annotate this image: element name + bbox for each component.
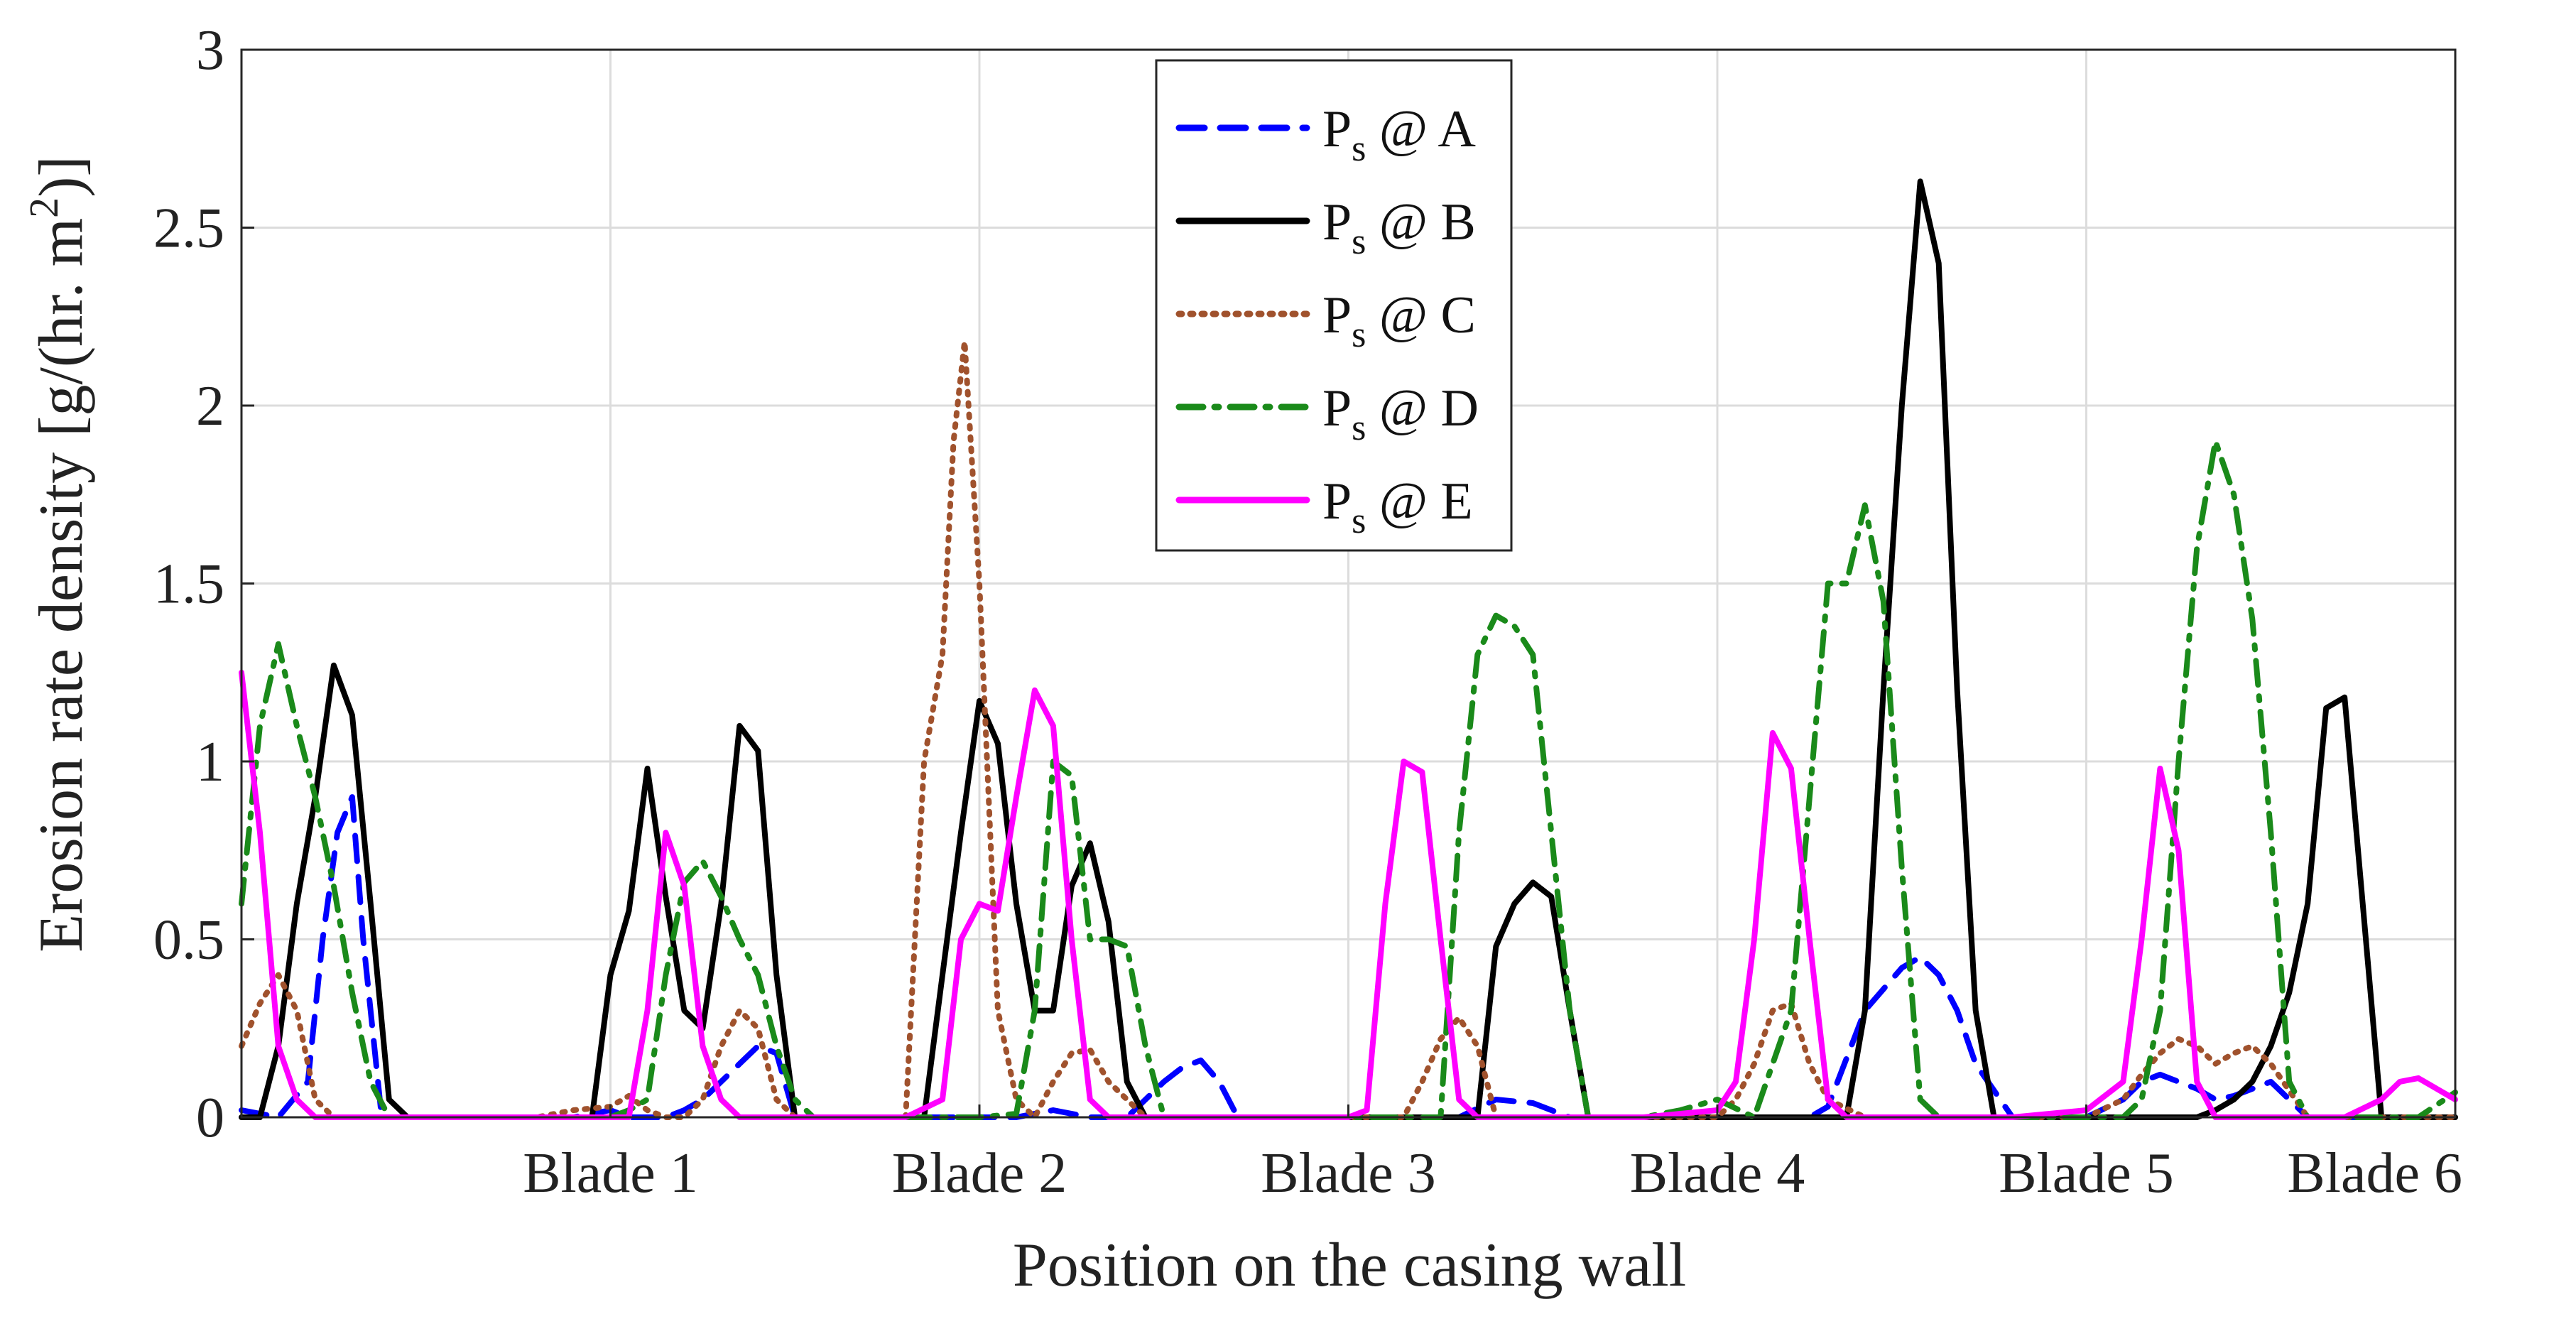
y-axis-label-end: )] [27,156,96,197]
legend-entry-label: Ps @ E [1322,472,1473,541]
x-tick-label: Blade 5 [1999,1142,2174,1205]
y-tick-label: 2 [196,375,224,438]
legend-entry-label: Ps @ C [1322,286,1476,355]
y-tick-label: 0.5 [153,909,224,972]
y-tick-label: 0 [196,1087,224,1149]
legend-entry-label: Ps @ A [1322,100,1476,169]
y-tick-label: 3 [196,19,224,82]
y-axis-label-superscript: 2 [21,197,67,218]
y-axis-label-main: Erosion rate density [g/(hr. m [27,218,96,952]
legend-entry-label: Ps @ B [1322,193,1476,262]
legend-entry-label: Ps @ D [1322,379,1479,448]
x-tick-label: Blade 4 [1630,1142,1805,1205]
x-tick-label: Blade 2 [892,1142,1067,1205]
y-tick-label: 2.5 [153,197,224,260]
x-axis-label: Position on the casing wall [1013,1231,1686,1300]
y-tick-label: 1.5 [153,553,224,616]
y-axis-ticks: 0 0.5 1 1.5 2 2.5 3 [153,19,254,1149]
x-tick-label: Blade 1 [523,1142,698,1205]
y-axis-label: Erosion rate density [g/(hr. m2)] [21,156,96,952]
legend-box [1155,59,1513,552]
x-tick-label: Blade 3 [1261,1142,1436,1205]
y-tick-label: 1 [196,731,224,793]
x-tick-label: Blade 6 [2287,1142,2462,1205]
legend: Ps @ A Ps @ B Ps @ C Ps @ D Ps @ E [1155,59,1513,552]
x-axis-ticks: Blade 1 Blade 2 Blade 3 Blade 4 Blade 5 Blade… [523,1104,2462,1205]
